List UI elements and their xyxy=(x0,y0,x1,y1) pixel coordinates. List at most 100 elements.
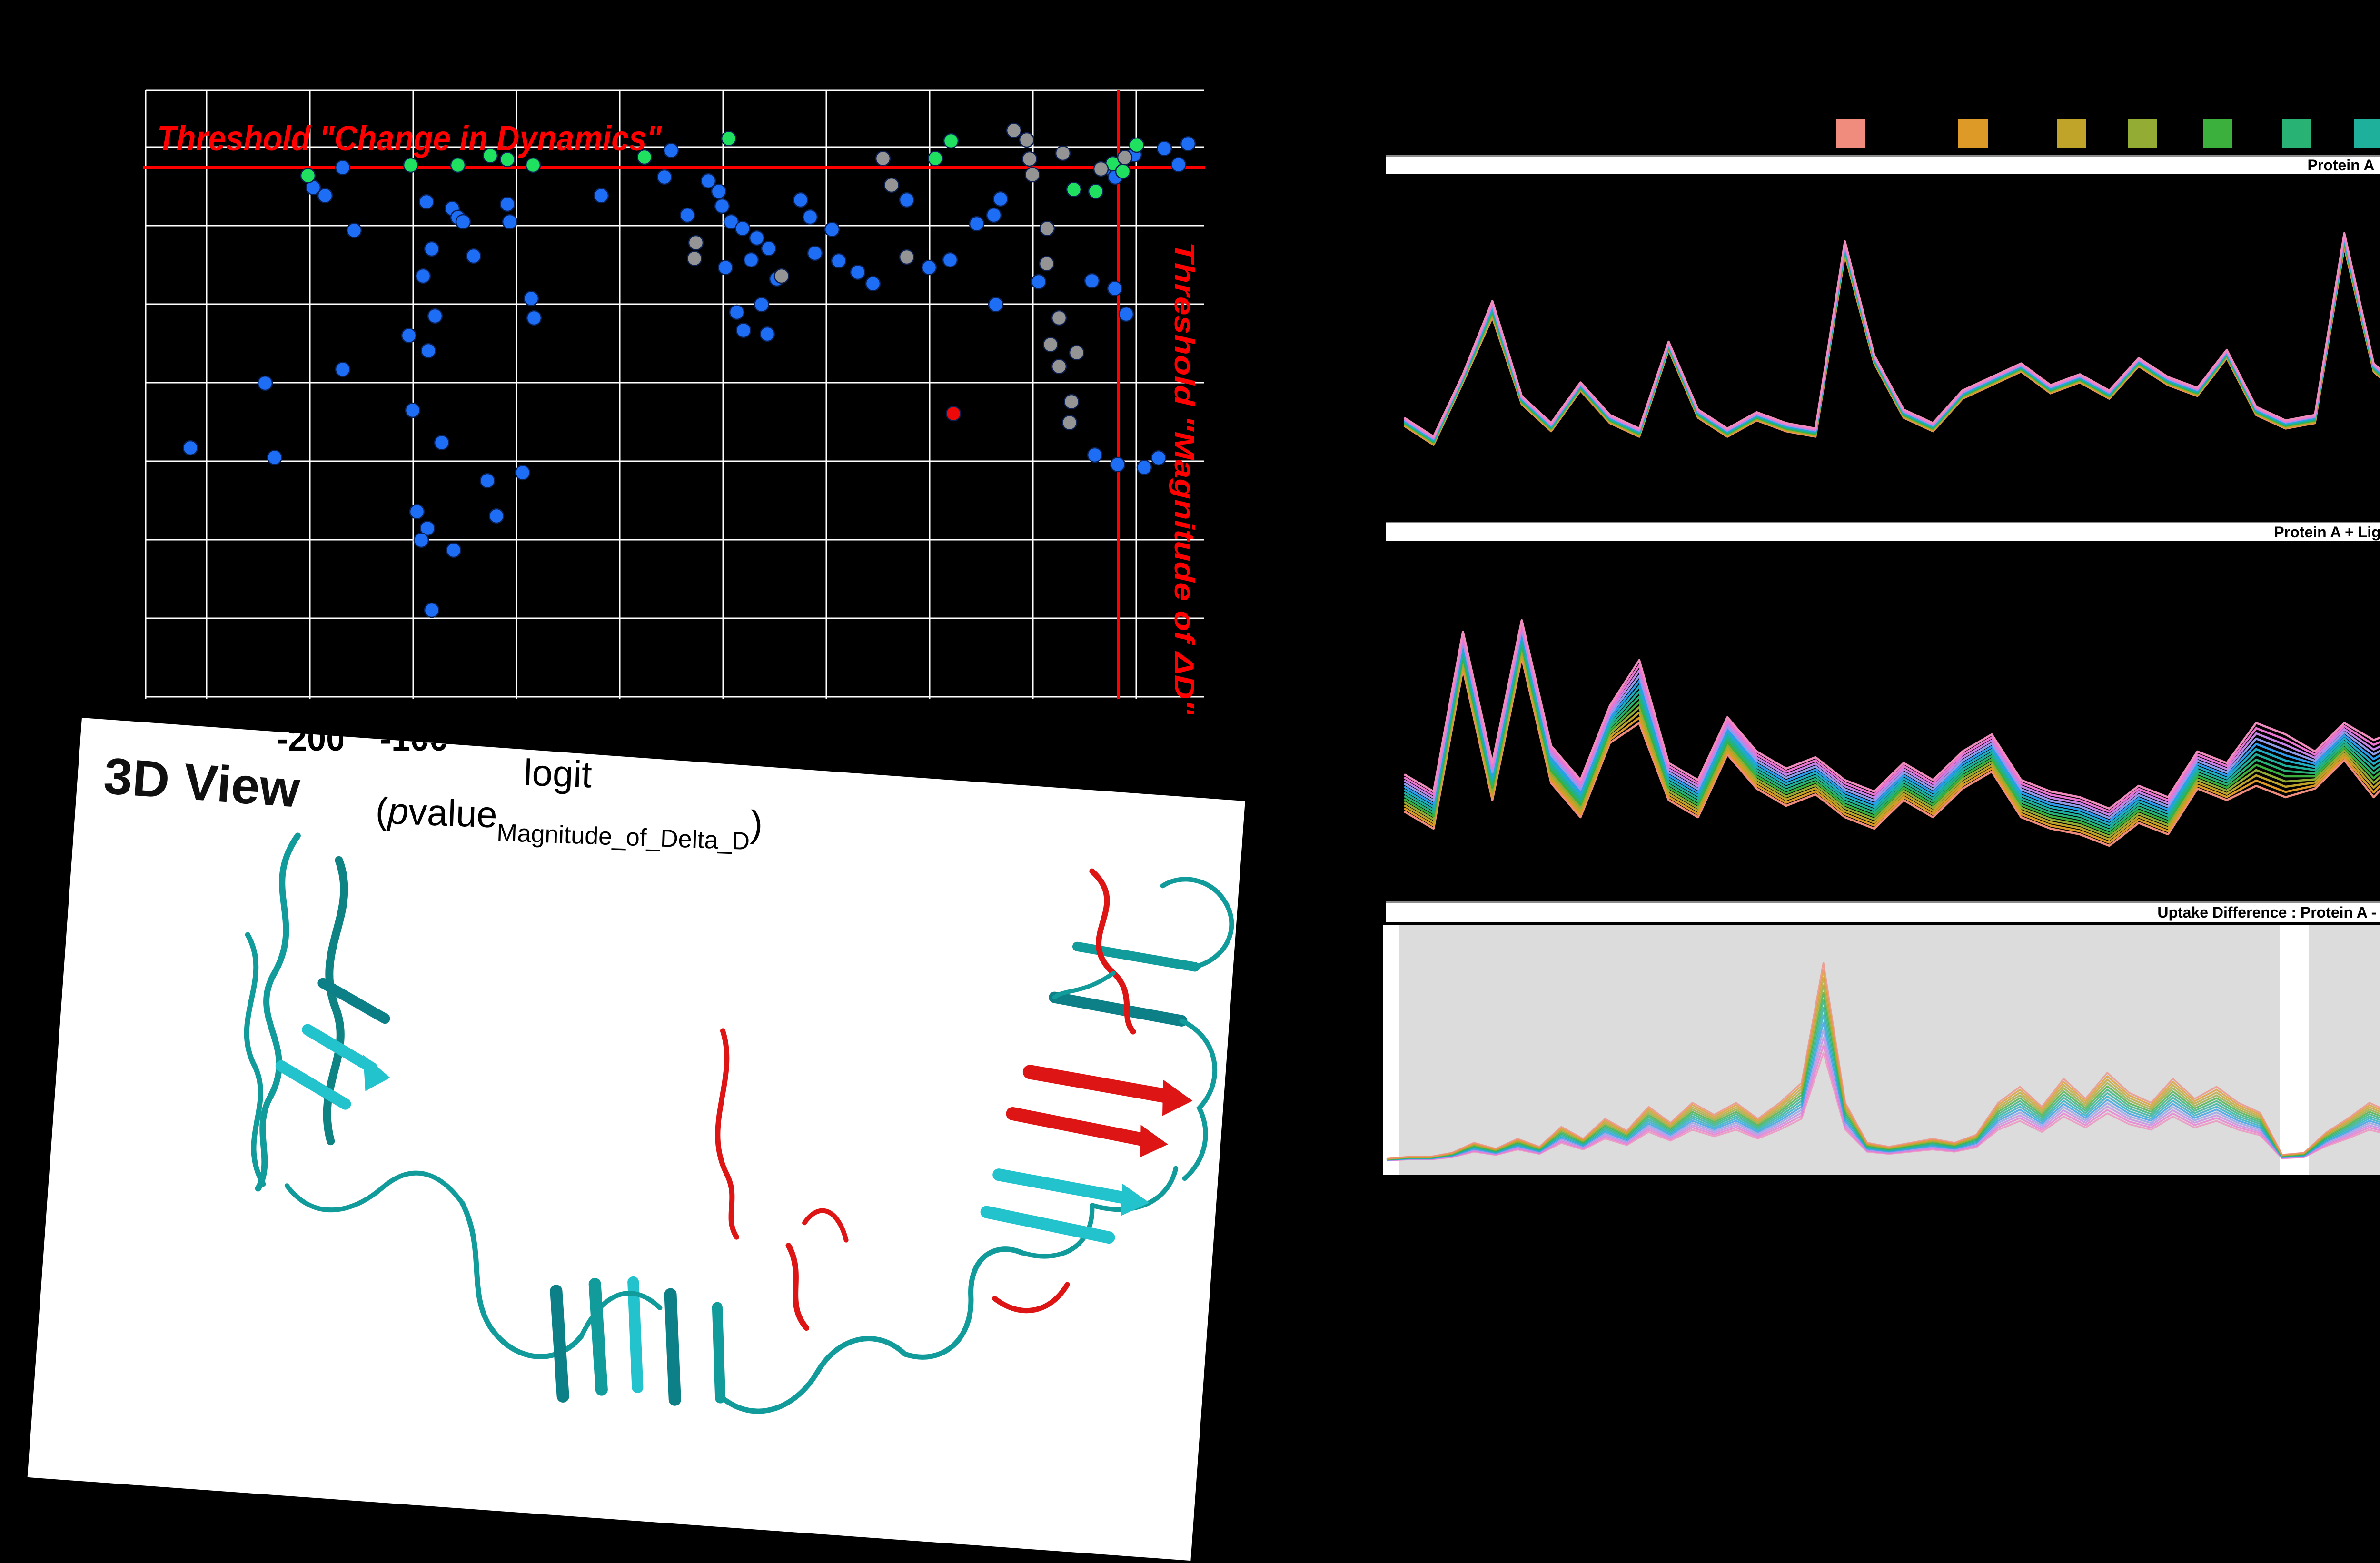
uptake-line-timepoint-6[interactable] xyxy=(1403,628,2380,831)
scatter-dot-gray[interactable] xyxy=(875,150,891,167)
scatter-dot-blue[interactable] xyxy=(466,248,482,264)
uptake-line-timepoint-10[interactable] xyxy=(1403,235,2380,440)
scatter-dot-gray[interactable] xyxy=(899,249,915,265)
legend-swatch-timepoint-1[interactable] xyxy=(1836,119,1865,148)
scatter-dot-blue[interactable] xyxy=(257,375,273,391)
scatter-dot-blue[interactable] xyxy=(413,532,429,548)
uptake-difference-chart[interactable] xyxy=(1383,925,2380,1175)
scatter-dot-green[interactable] xyxy=(1088,183,1104,199)
scatter-dot-blue[interactable] xyxy=(942,252,958,268)
scatter-dot-blue[interactable] xyxy=(969,216,985,232)
scatter-dot-blue[interactable] xyxy=(405,402,421,418)
scatter-dot-gray[interactable] xyxy=(1051,358,1067,375)
scatter-dot-blue[interactable] xyxy=(802,209,818,225)
scatter-dot-blue[interactable] xyxy=(488,508,505,524)
uptake-line-timepoint-5[interactable] xyxy=(1403,631,2380,835)
legend-swatch-timepoint-2[interactable] xyxy=(1958,119,1988,148)
scatter-dot-blue[interactable] xyxy=(1180,136,1196,152)
scatter-dot-green[interactable] xyxy=(1129,137,1145,153)
scatter-dot-green[interactable] xyxy=(1066,181,1082,198)
uptake-line-timepoint-2[interactable] xyxy=(1403,244,2380,475)
scatter-dot-blue[interactable] xyxy=(446,542,462,558)
uptake-line-timepoint-7[interactable] xyxy=(1403,624,2380,829)
scatter-dot-gray[interactable] xyxy=(1024,167,1041,183)
scatter-dot-blue[interactable] xyxy=(1156,140,1172,157)
uptake-line-timepoint-5[interactable] xyxy=(1386,992,2380,1160)
scatter-dot-gray[interactable] xyxy=(688,235,704,251)
scatter-dot-green[interactable] xyxy=(300,168,316,184)
scatter-dot-blue[interactable] xyxy=(317,188,333,204)
scatter-dot-blue[interactable] xyxy=(515,465,531,481)
uptake-line-timepoint-4[interactable] xyxy=(1403,634,2380,838)
scatter-dot-blue[interactable] xyxy=(850,264,866,280)
scatter-dot-blue[interactable] xyxy=(335,159,351,176)
scatter-dot-gray[interactable] xyxy=(883,177,900,193)
scatter-dot-blue[interactable] xyxy=(1110,456,1126,473)
scatter-dot-blue[interactable] xyxy=(824,221,840,237)
uptake-line-timepoint-2[interactable] xyxy=(1403,640,2380,844)
uptake-line-timepoint-9[interactable] xyxy=(1403,237,2380,441)
scatter-dot-blue[interactable] xyxy=(1170,157,1187,173)
uptake-line-timepoint-1[interactable] xyxy=(1403,643,2380,847)
scatter-dot-green[interactable] xyxy=(499,151,516,168)
scatter-dot-blue[interactable] xyxy=(1084,273,1100,289)
scatter-dot-blue[interactable] xyxy=(700,173,716,189)
legend-swatch-timepoint-3[interactable] xyxy=(2057,119,2086,148)
scatter-dot-gray[interactable] xyxy=(1093,161,1109,177)
scatter-dot-blue[interactable] xyxy=(663,142,679,158)
scatter-dot-blue[interactable] xyxy=(479,473,496,489)
legend-swatch-timepoint-5[interactable] xyxy=(2203,119,2232,148)
scatter-dot-blue[interactable] xyxy=(1150,450,1167,466)
scatter-dot-blue[interactable] xyxy=(526,310,542,326)
scatter-dot-gray[interactable] xyxy=(1006,122,1022,138)
scatter-dot-blue[interactable] xyxy=(523,290,539,307)
scatter-dot-blue[interactable] xyxy=(1136,459,1152,475)
uptake-line-timepoint-8[interactable] xyxy=(1403,622,2380,825)
uptake-line-timepoint-11[interactable] xyxy=(1403,612,2380,816)
scatter-dot-blue[interactable] xyxy=(759,326,775,342)
uptake-line-timepoint-9[interactable] xyxy=(1403,618,2380,822)
uptake-line-timepoint-13[interactable] xyxy=(1403,606,2380,810)
scatter-dot-blue[interactable] xyxy=(714,198,730,214)
scatter-dot-blue[interactable] xyxy=(992,191,1009,207)
scatter-dot-blue[interactable] xyxy=(499,196,516,212)
uptake-line-timepoint-13[interactable] xyxy=(1386,1052,2380,1162)
scatter-dot-blue[interactable] xyxy=(761,240,777,257)
scatter-dot-green[interactable] xyxy=(450,157,466,173)
scatter-dot-gray[interactable] xyxy=(1117,149,1133,166)
scatter-dot-blue[interactable] xyxy=(735,322,752,338)
scatter-dot-green[interactable] xyxy=(482,148,498,164)
uptake-line-timepoint-12[interactable] xyxy=(1386,1044,2380,1161)
scatter-dot-blue[interactable] xyxy=(729,304,745,320)
scatter-dot-blue[interactable] xyxy=(593,188,609,204)
uptake-line-timepoint-1[interactable] xyxy=(1386,962,2380,1160)
scatter-dot-blue[interactable] xyxy=(1118,306,1134,322)
uptake-line-timepoint-6[interactable] xyxy=(1403,240,2380,445)
scatter-dot-green[interactable] xyxy=(927,150,943,167)
uptake-line-timepoint-7[interactable] xyxy=(1403,239,2380,442)
scatter-dot-gray[interactable] xyxy=(1021,151,1038,167)
scatter-dot-blue[interactable] xyxy=(502,214,518,230)
uptake-chart-protein-a[interactable] xyxy=(1395,190,2380,521)
scatter-dot-blue[interactable] xyxy=(427,308,443,324)
uptake-line-timepoint-8[interactable] xyxy=(1403,237,2380,441)
scatter-dot-gray[interactable] xyxy=(1051,310,1067,326)
uptake-line-timepoint-12[interactable] xyxy=(1403,609,2380,813)
scatter-dot-gray[interactable] xyxy=(1019,132,1035,148)
scatter-dot-blue[interactable] xyxy=(711,183,727,199)
uptake-line-timepoint-2[interactable] xyxy=(1386,969,2380,1160)
scatter-dot-blue[interactable] xyxy=(267,449,283,465)
uptake-line-timepoint-3[interactable] xyxy=(1386,977,2380,1160)
uptake-chart-protein-a-ligand[interactable] xyxy=(1395,554,2380,897)
scatter-dot-blue[interactable] xyxy=(409,504,425,520)
scatter-dot-blue[interactable] xyxy=(418,194,435,210)
scatter-dot-green[interactable] xyxy=(943,133,959,149)
legend-swatch-timepoint-7[interactable] xyxy=(2354,119,2380,148)
scatter-dot-blue[interactable] xyxy=(455,214,471,230)
uptake-line-timepoint-13[interactable] xyxy=(1403,232,2380,438)
scatter-dot-blue[interactable] xyxy=(793,192,809,208)
scatter-dot-blue[interactable] xyxy=(831,253,847,269)
scatter-dot-blue[interactable] xyxy=(754,297,770,313)
scatter-dot-green[interactable] xyxy=(403,157,419,173)
scatter-dot-gray[interactable] xyxy=(1069,345,1085,361)
